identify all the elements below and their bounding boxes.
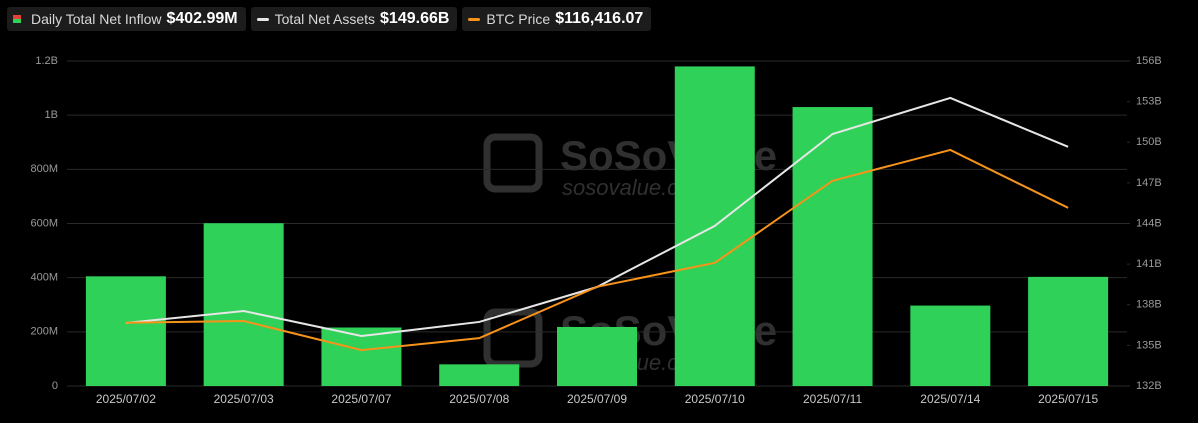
legend-item: Total Net Assets $149.66B [250, 7, 458, 31]
y-tick-label: 400M [30, 272, 58, 284]
bar [439, 364, 520, 386]
bar [792, 107, 873, 387]
bar [557, 326, 637, 386]
y-tick-label: 0 [52, 380, 58, 392]
y2-tick-label: 150B [1136, 136, 1162, 148]
bar [321, 327, 402, 386]
x-tick-label: 2025/07/15 [1038, 392, 1098, 406]
y2-tick-label: 153B [1136, 96, 1162, 108]
y-tick-label: 800M [30, 163, 58, 175]
legend-icon [13, 15, 21, 23]
y-tick-label: 200M [30, 326, 58, 338]
bar [910, 305, 991, 386]
y-tick-label: 1.2B [35, 55, 58, 67]
legend-label: Total Net Assets [274, 11, 376, 27]
x-tick-label: 2025/07/14 [920, 392, 980, 406]
y2-tick-label: 144B [1136, 217, 1162, 229]
bar [85, 276, 166, 386]
y2-tick-label: 132B [1136, 380, 1162, 392]
legend-icon [256, 17, 269, 21]
x-tick-label: 2025/07/08 [449, 392, 509, 406]
legend: Daily Total Net Inflow $402.99M Total Net … [7, 7, 652, 31]
legend-value: $402.99M [166, 10, 238, 27]
x-tick-label: 2025/07/11 [803, 392, 862, 406]
legend-value: $116,416.07 [555, 10, 644, 27]
watermark-logo [483, 133, 543, 193]
y-tick-label: 1B [45, 109, 58, 121]
x-tick-label: 2025/07/07 [331, 392, 391, 406]
legend-label: Daily Total Net Inflow [31, 11, 162, 27]
y2-tick-label: 156B [1136, 55, 1162, 67]
x-tick-label: 2025/07/10 [685, 392, 745, 406]
y2-tick-label: 135B [1136, 339, 1162, 351]
bar [1028, 276, 1109, 386]
x-tick-label: 2025/07/09 [567, 392, 627, 406]
y2-tick-label: 138B [1136, 299, 1162, 311]
y2-tick-label: 147B [1136, 177, 1162, 189]
x-tick-label: 2025/07/02 [96, 392, 156, 406]
legend-item: BTC Price $116,416.07 [462, 7, 652, 31]
x-tick-label: 2025/07/03 [214, 392, 274, 406]
legend-icon [468, 17, 481, 21]
y2-tick-label: 141B [1136, 258, 1162, 270]
legend-label: BTC Price [486, 11, 551, 27]
legend-value: $149.66B [380, 10, 450, 27]
bar [203, 223, 284, 386]
watermark-logo [483, 308, 543, 368]
y-tick-label: 600M [30, 217, 58, 229]
line [125, 148, 1069, 352]
legend-item: Daily Total Net Inflow $402.99M [7, 7, 246, 31]
